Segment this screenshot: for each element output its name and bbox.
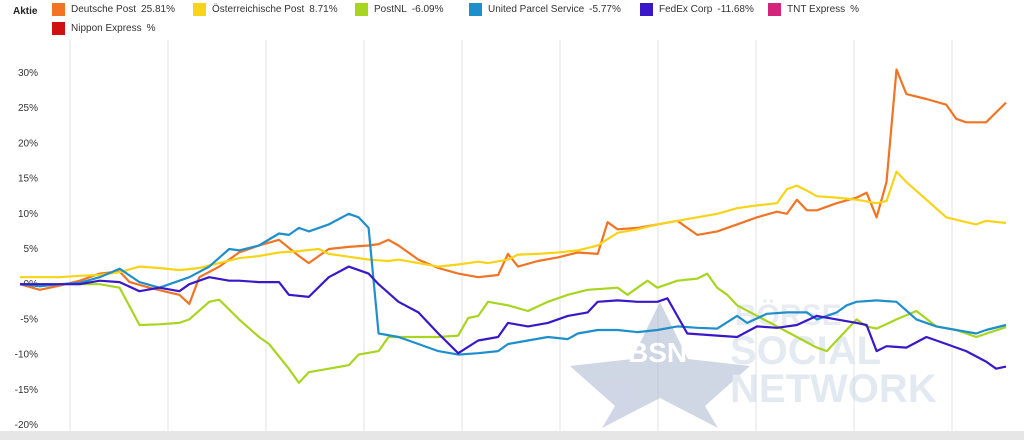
y-tick-label: -15%: [15, 385, 38, 396]
legend-item-name: Deutsche Post: [71, 4, 137, 15]
legend-swatch: [355, 3, 368, 16]
legend-swatch: [52, 3, 65, 16]
watermark-logo-text: BSN: [628, 337, 687, 368]
legend-swatch: [52, 22, 65, 35]
legend-item-tnt-express[interactable]: TNT Express %: [768, 3, 859, 16]
legend-item-value: %: [146, 23, 156, 34]
series-line-postnl[interactable]: [20, 272, 1007, 384]
legend-item-value: %: [850, 4, 860, 15]
legend-item-postnl[interactable]: PostNL -6.09%: [355, 3, 443, 16]
legend-item-name: Österreichische Post: [212, 4, 305, 15]
legend-item-name: PostNL: [374, 4, 407, 15]
x-axis-band: [0, 431, 1024, 440]
legend-swatch: [469, 3, 482, 16]
legend-swatch: [193, 3, 206, 16]
series-lines: [19, 68, 1007, 384]
y-tick-label: 10%: [18, 209, 38, 220]
legend-item-value: -6.09%: [411, 4, 444, 15]
y-tick-label: 30%: [18, 68, 38, 79]
y-tick-label: 15%: [18, 174, 38, 185]
y-tick-label: 5%: [24, 244, 39, 255]
y-axis-ticks: -20%-15%-10%-5%0%5%10%15%20%25%30%: [15, 68, 38, 431]
legend-item-value: 8.71%: [309, 4, 338, 15]
legend-item-value: -5.77%: [589, 4, 621, 15]
legend-item-nippon-express[interactable]: Nippon Express %: [52, 22, 156, 35]
legend-item-united-parcel-service[interactable]: United Parcel Service -5.77%: [469, 3, 621, 16]
legend-item-fedex-corp[interactable]: FedEx Corp -11.68%: [640, 3, 754, 16]
series-line-united-parcel-service[interactable]: [19, 212, 1007, 356]
y-tick-label: -10%: [15, 350, 38, 361]
legend-item-oesterreichische-post[interactable]: Österreichische Post 8.71%: [193, 3, 338, 16]
legend-item-value: 25.81%: [141, 4, 175, 15]
legend-item-value: -11.68%: [717, 4, 754, 15]
legend-item-name: Nippon Express: [71, 23, 142, 34]
y-tick-label: 20%: [18, 138, 38, 149]
legend-swatch: [640, 3, 653, 16]
legend-item-name: FedEx Corp: [659, 4, 713, 15]
chart-legend: Aktie Deutsche Post 25.81% Österreichisc…: [0, 0, 1024, 40]
y-tick-label: 25%: [18, 103, 38, 114]
y-tick-label: -20%: [15, 420, 38, 431]
y-tick-label: -5%: [20, 314, 38, 325]
legend-item-deutsche-post[interactable]: Deutsche Post 25.81%: [52, 3, 175, 16]
legend-title: Aktie: [13, 6, 38, 17]
line-chart: BSN BÖRSE SOCIAL NETWORK -20% -15% -10% -5%…: [0, 40, 1024, 440]
legend-item-name: TNT Express: [787, 4, 846, 15]
watermark-line2: SOCIAL: [730, 329, 881, 373]
legend-item-name: United Parcel Service: [488, 4, 585, 15]
series-line--sterreichische-post[interactable]: [20, 170, 1007, 279]
legend-swatch: [768, 3, 781, 16]
star-icon: [570, 302, 750, 428]
series-line-fedex-corp[interactable]: [20, 265, 1007, 370]
watermark-line3: NETWORK: [730, 367, 937, 411]
bsn-watermark: BSN BÖRSE SOCIAL NETWORK: [570, 299, 937, 428]
chart-grid: [69, 40, 953, 431]
